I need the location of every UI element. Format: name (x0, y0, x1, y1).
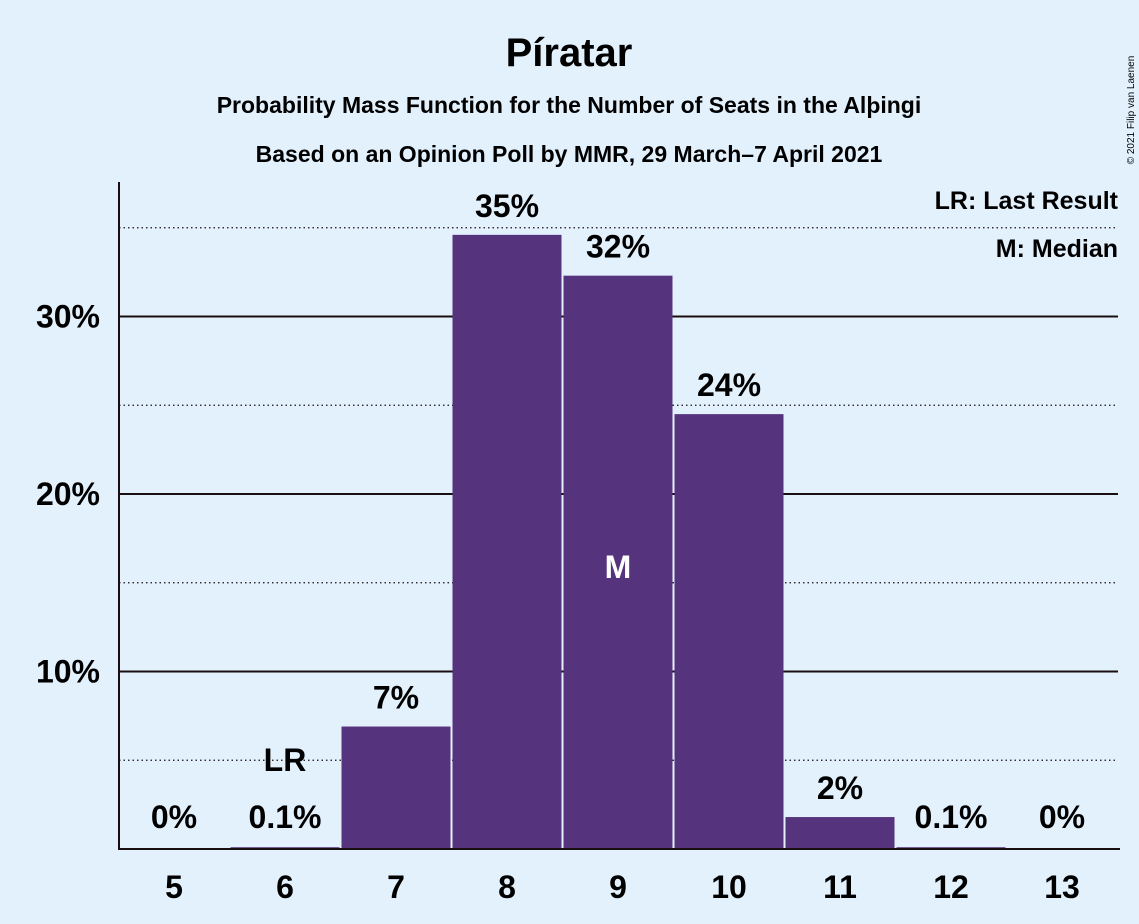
bar-value-label: 0% (1039, 799, 1085, 835)
copyright-notice: © 2021 Filip van Laenen (1126, 56, 1137, 165)
bar-value-label: 35% (475, 188, 539, 224)
x-tick-label: 8 (498, 869, 516, 905)
legend-last-result: LR: Last Result (935, 187, 1119, 215)
bar-value-label: 0.1% (915, 799, 988, 835)
bar-seats-11 (785, 817, 895, 849)
bar-value-label: 24% (697, 367, 761, 403)
bar-seats-8 (452, 234, 562, 850)
y-axis-ticks: 10% 20% 30% (36, 299, 100, 690)
bars (230, 234, 1006, 850)
x-tick-label: 5 (165, 869, 183, 905)
chart-title: Píratar (506, 31, 633, 75)
x-axis-ticks: 5 6 7 8 9 10 11 12 13 (165, 869, 1080, 905)
last-result-marker: LR (264, 742, 307, 778)
bar-value-label: 0.1% (249, 799, 322, 835)
legend-median: M: Median (996, 235, 1118, 263)
y-tick-label: 30% (36, 299, 100, 335)
x-tick-label: 11 (823, 869, 857, 905)
bar-value-label: 7% (373, 680, 419, 716)
chart-subtitle-2: Based on an Opinion Poll by MMR, 29 Marc… (256, 141, 883, 167)
x-tick-label: 9 (609, 869, 627, 905)
x-tick-label: 7 (387, 869, 405, 905)
x-tick-label: 10 (711, 869, 747, 905)
bar-seats-9 (563, 275, 673, 849)
x-tick-label: 6 (276, 869, 294, 905)
bar-value-label: 2% (817, 770, 863, 806)
bar-value-label: 32% (586, 229, 650, 265)
bar-value-label: 0% (151, 799, 197, 835)
bar-seats-7 (341, 726, 451, 849)
bar-markers: LR M (264, 549, 632, 778)
chart-subtitle-1: Probability Mass Function for the Number… (217, 92, 922, 118)
bar-value-labels: 0% 0.1% 7% 35% 32% 24% 2% 0.1% 0% (151, 188, 1085, 835)
y-tick-label: 20% (36, 476, 100, 512)
x-tick-label: 13 (1044, 869, 1080, 905)
bar-seats-10 (674, 414, 784, 849)
x-tick-label: 12 (933, 869, 969, 905)
median-marker: M (605, 549, 632, 585)
y-tick-label: 10% (36, 654, 100, 690)
